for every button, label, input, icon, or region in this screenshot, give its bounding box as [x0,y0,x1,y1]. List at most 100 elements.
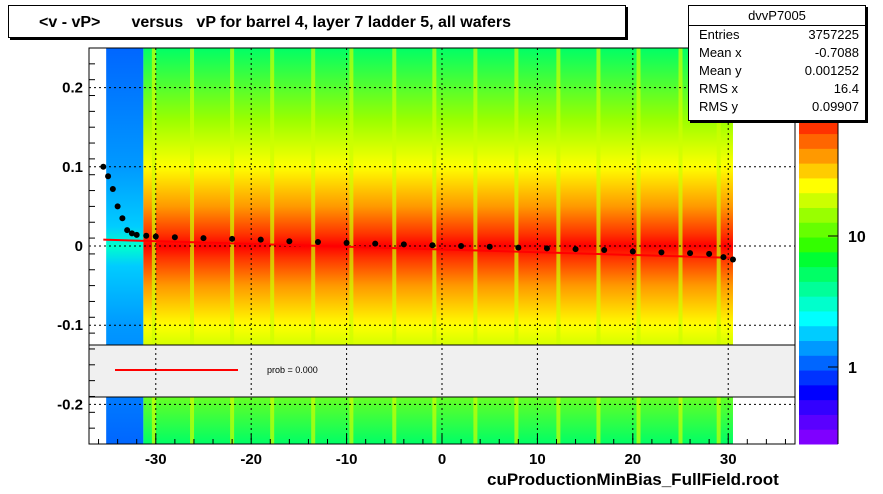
color-scale-bin [799,355,838,371]
profile-point [105,173,112,180]
profile-point [133,231,140,238]
profile-point [100,163,107,170]
sensor-gap [716,48,721,444]
stats-value: 0.001252 [804,63,859,78]
profile-point [229,235,236,242]
sensor-gap [596,48,601,444]
plot-title: <v - vP> versus vP for barrel 4, layer 7… [39,14,511,31]
stats-value: 16.4 [833,81,859,96]
color-scale-bin [799,207,838,223]
x-tick-label: -10 [336,451,358,468]
profile-point [458,243,465,249]
profile-point [429,242,436,249]
color-scale-bin [799,222,838,238]
stats-key: RMS x [699,81,738,96]
profile-point [286,238,293,245]
stats-key: RMS y [699,99,738,114]
color-scale-bin [799,399,838,415]
profile-point [343,239,350,246]
color-scale-bin [799,429,838,445]
profile-point [114,203,121,210]
profile-point [314,239,321,246]
stats-value: 3757225 [808,27,859,42]
color-scale-bin [799,133,838,149]
profile-point [486,243,493,250]
profile-point [515,244,522,251]
profile-points [100,163,736,263]
stats-row: Mean x -0.7088 [689,44,865,62]
profile-point [658,249,665,256]
color-scale-bin [799,237,838,253]
stats-key: Entries [699,27,740,42]
stats-value: -0.7088 [814,45,859,60]
x-tick-label: 20 [624,451,641,468]
y-tick-label: -0.2 [57,396,83,413]
z-tick-label: 1 [848,360,857,377]
x-tick-label: 10 [529,451,546,468]
profile-point [119,215,126,222]
sensor-gap [230,48,235,444]
color-scale-bin [799,340,838,356]
y-tick-label: -0.1 [57,317,83,334]
x-tick-label: -30 [145,451,167,468]
profile-point [143,232,150,239]
sensor-gap [636,48,641,444]
stats-row: RMS y 0.09907 [689,98,865,116]
profile-point [152,233,159,240]
stats-name: dvvP7005 [689,6,865,26]
title-box: <v - vP> versus vP for barrel 4, layer 7… [8,5,626,38]
color-scale-bin [799,296,838,312]
sensor-gap [190,48,195,444]
sensor-gap [270,48,275,444]
profile-point [729,256,736,263]
z-tick-label: 10 [848,229,866,246]
profile-point [128,230,135,237]
color-scale-bin [799,414,838,430]
file-name: cuProductionMinBias_FullField.root [487,470,779,489]
stats-box: dvvP7005 Entries 3757225 Mean x -0.7088 Me… [688,5,866,121]
sensor-gap [151,48,156,444]
color-scale-bin [799,251,838,268]
stats-key: Mean x [699,45,742,60]
sensor-gap [556,48,561,444]
profile-point [372,240,379,247]
fit-line [103,238,734,259]
profile-point [706,250,713,257]
color-scale-bin [799,192,838,208]
stats-key: Mean y [699,63,742,78]
fit-legend-label: prob = 0.000 [267,365,318,375]
x-tick-label: -20 [240,451,262,468]
color-scale-bin [799,310,838,327]
profile-point [171,234,178,241]
color-scale-bin [799,148,838,164]
profile-point [601,246,608,253]
fit-line-segment [103,238,734,259]
color-scale-bin [799,370,838,386]
profile-point [124,227,131,234]
color-scale-bin [799,163,838,179]
y-tick-label: 0 [75,238,83,255]
color-scale-bin [799,281,838,297]
profile-point [400,241,407,248]
x-axis: -30 -20 -10 0 10 20 30 [98,434,786,468]
y-axis: -0.2 -0.1 0 0.1 0.2 [57,47,95,445]
x-tick-label: 0 [438,451,446,468]
profile-point [200,235,207,242]
color-scale-bin [799,118,838,135]
profile-point [543,245,550,252]
y-tick-label: 0.2 [62,80,83,97]
stats-row: Mean y 0.001252 [689,62,865,80]
color-scale-bin [799,266,838,282]
color-scale-bin [799,177,838,194]
profile-point [109,185,116,192]
x-tick-label: 30 [720,451,737,468]
profile-point [629,248,636,255]
profile-point [572,246,579,253]
color-scale-bin [799,325,838,342]
stats-value: 0.09907 [812,99,859,114]
profile-point [687,250,694,257]
profile-point [257,236,264,243]
stats-row: RMS x 16.4 [689,80,865,98]
stats-row: Entries 3757225 [689,26,865,44]
